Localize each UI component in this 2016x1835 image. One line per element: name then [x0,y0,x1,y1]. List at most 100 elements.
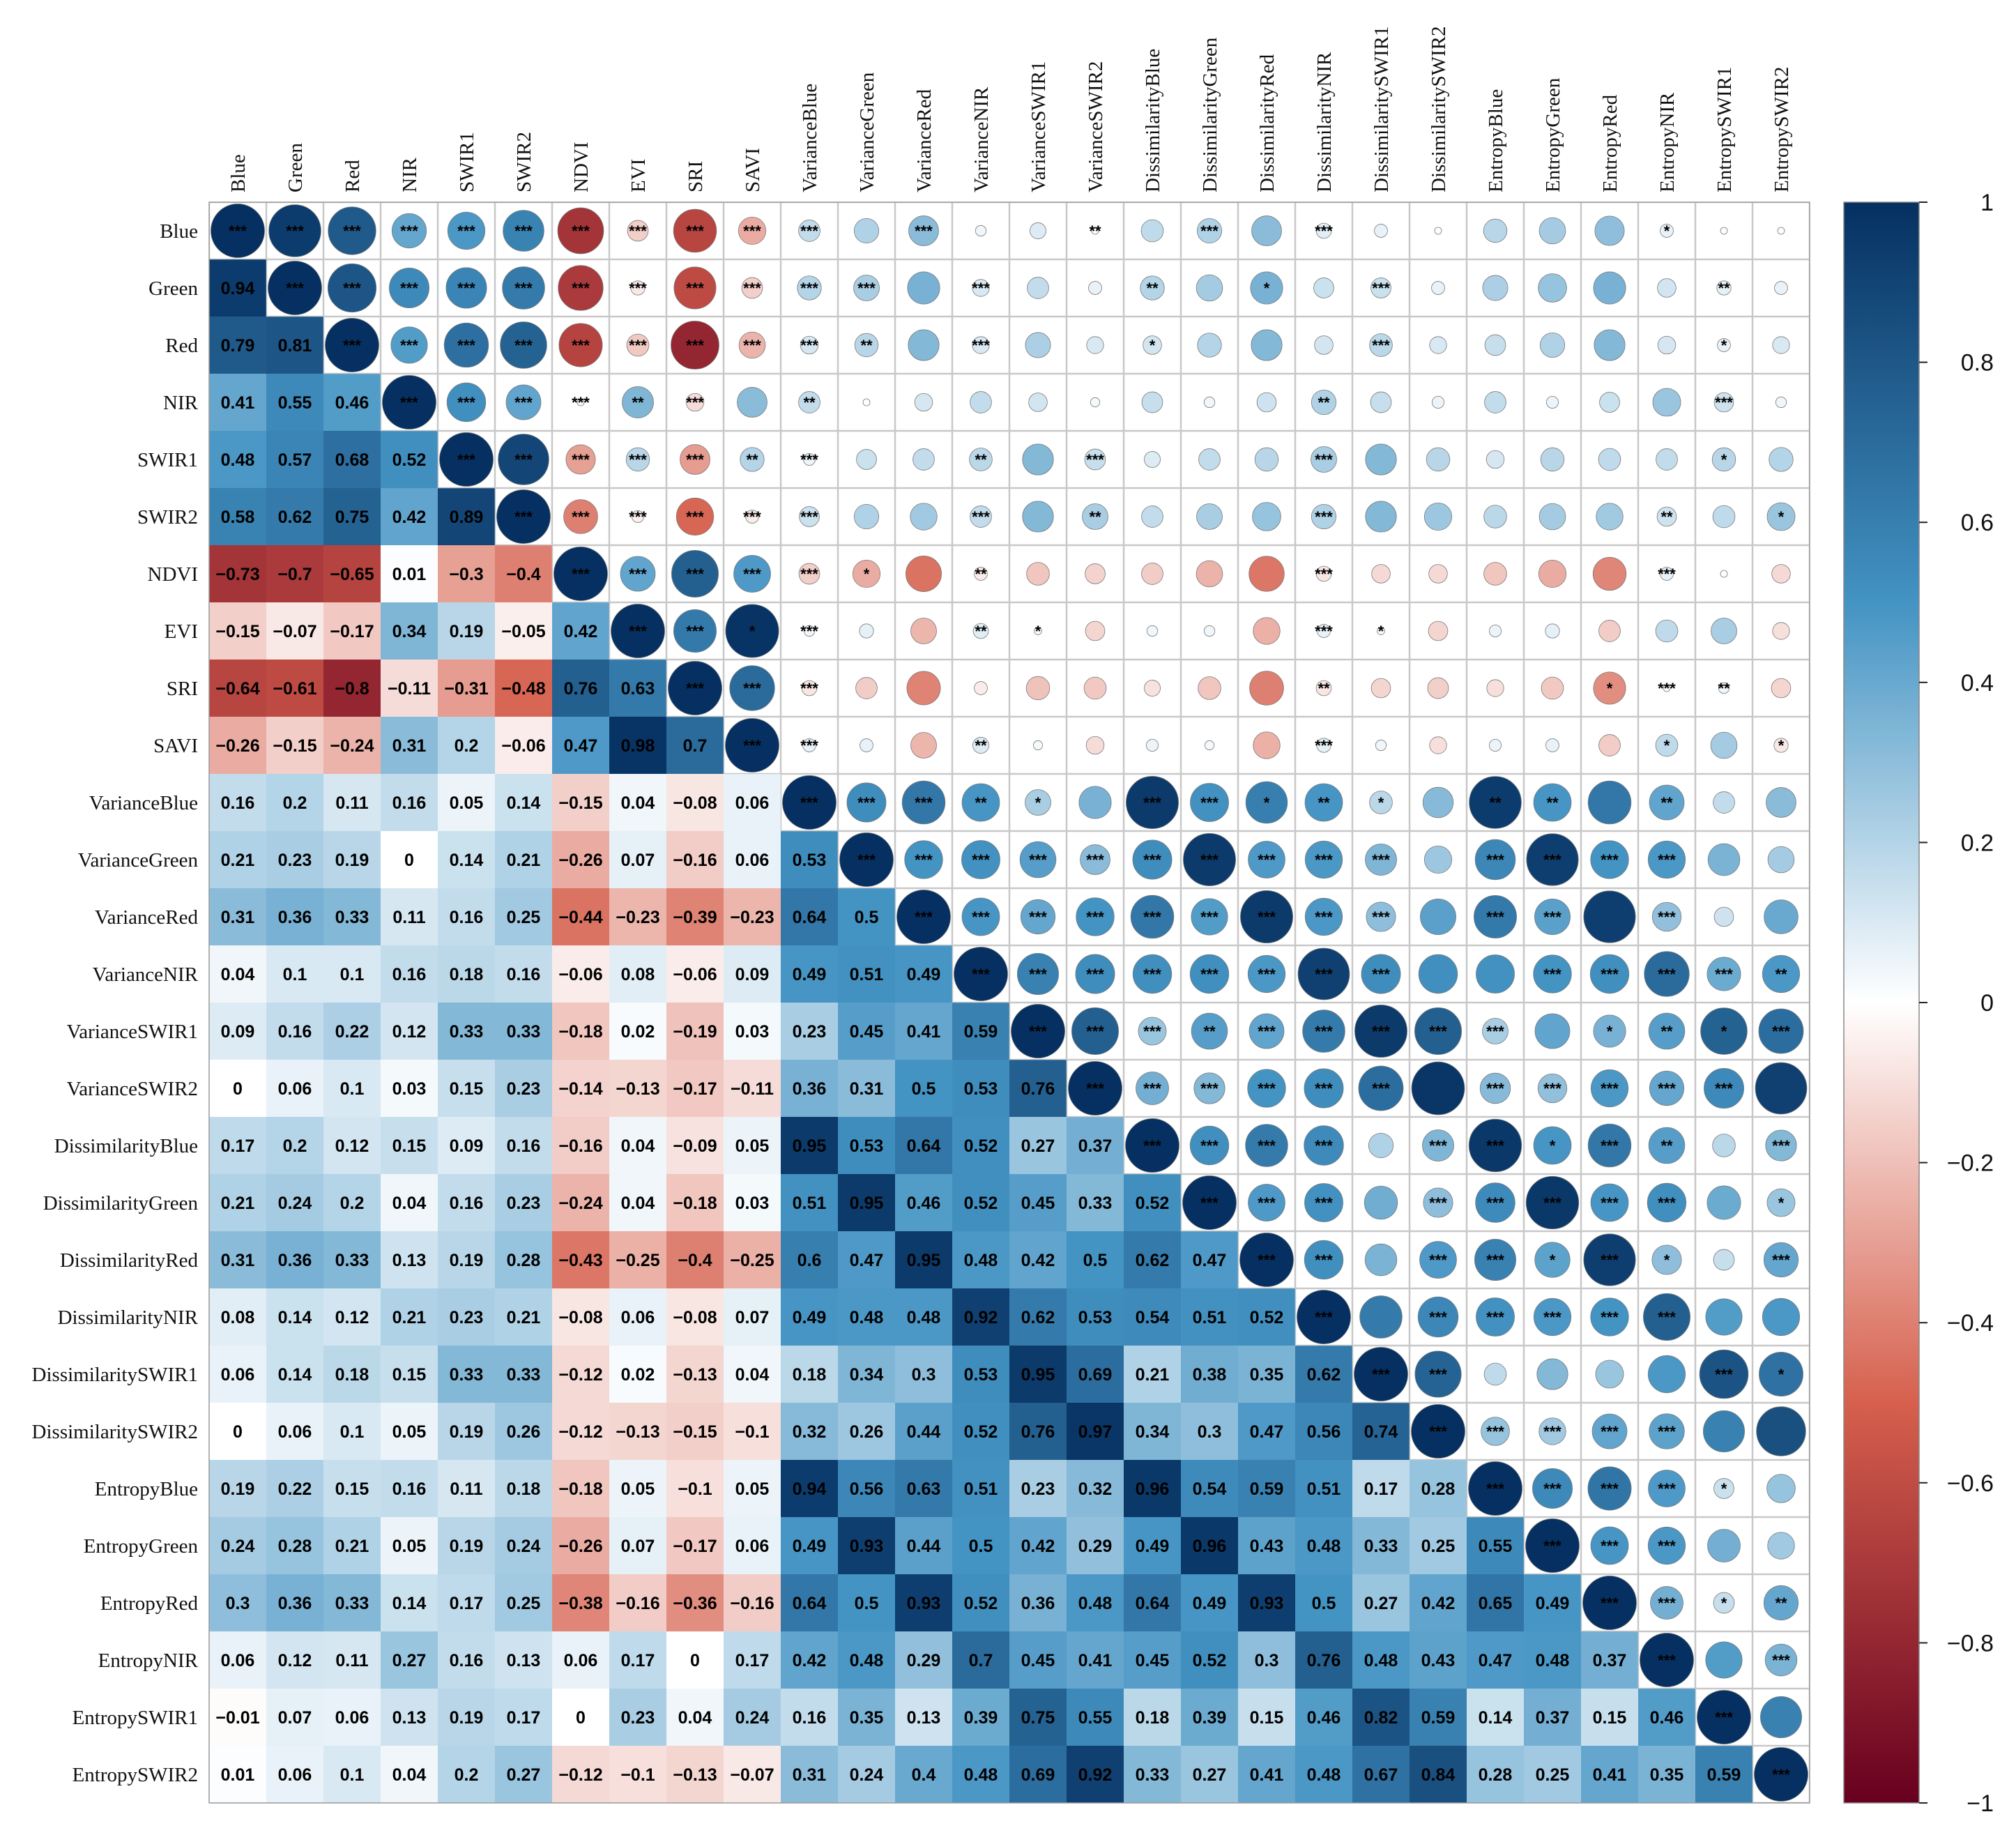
heatmap-cell [381,945,438,1003]
row-label: Green [148,277,198,300]
correlation-circle [1414,1007,1462,1055]
correlation-circle [1589,954,1630,994]
correlation-circle [1311,389,1337,416]
cell-value-label: 0.16 [450,908,484,927]
heatmap-cell [381,660,438,717]
correlation-circle [914,393,933,412]
heatmap-cell [438,1231,495,1288]
cell-value-label: −0.17 [673,1079,717,1099]
correlation-circle [1252,502,1281,531]
correlation-circle [1304,783,1343,822]
cell-value-label: 0.69 [1021,1765,1055,1785]
heatmap-cell [724,1288,781,1346]
correlation-circle [862,398,871,406]
correlation-circle [1657,278,1677,298]
correlation-circle [961,783,1000,822]
correlation-circle [1656,506,1677,527]
cell-value-label: 0.46 [1650,1708,1684,1728]
circle-cell-bg [1523,1345,1582,1403]
heatmap-cell [209,1288,266,1346]
row-label: VarianceGreen [78,849,199,871]
cell-value-label: 0.18 [450,965,484,984]
correlation-circle [1764,899,1799,934]
significance-stars: *** [1486,1137,1504,1155]
cell-value-label: 0.04 [621,793,655,813]
heatmap-cell [266,1689,323,1746]
heatmap-cell [209,1403,266,1460]
cell-value-label: 0.28 [1479,1765,1513,1785]
cell-value-label: 0.48 [850,1308,884,1327]
significance-stars: *** [1429,1309,1447,1326]
correlation-circle [896,890,951,944]
heatmap-cell [209,660,266,717]
correlation-circle [1481,1417,1510,1446]
correlation-circle [1304,840,1343,879]
correlation-circle [1712,1134,1736,1157]
cell-value-label: 0.33 [1136,1765,1170,1785]
correlation-circle [1086,336,1104,354]
heatmap-cell [781,1574,838,1631]
cell-value-label: −0.8 [335,679,369,699]
correlation-circle [382,375,436,429]
correlation-circle [1720,570,1728,578]
significance-stars: *** [1258,1023,1276,1040]
correlation-circle [912,448,935,471]
heatmap-cell [1352,1574,1410,1631]
significance-stars: *** [800,794,818,812]
significance-stars: *** [1715,394,1733,411]
heatmap-cell [209,717,266,774]
heatmap-cell [895,1288,952,1346]
correlation-circle [445,267,487,309]
heatmap-cell [1009,1060,1067,1117]
significance-stars: *** [1429,1137,1447,1155]
heatmap-cell [209,1003,266,1060]
correlation-circle [1138,1017,1167,1046]
correlation-circle [1125,1118,1179,1173]
heatmap-cell [266,488,323,545]
column-label: DissimilarityRed [1256,54,1278,192]
correlation-circle [1651,1244,1682,1275]
cell-value-label: −0.18 [558,1479,602,1499]
heatmap-cell [781,1174,838,1231]
significance-stars: *** [572,565,590,583]
row-label: DissimilarityNIR [58,1307,199,1329]
significance-stars: *** [629,280,647,297]
significance-stars: * [1721,1480,1727,1498]
significance-stars: *** [572,394,590,411]
cell-value-label: 0.49 [1536,1594,1570,1613]
heatmap-cell [1124,1746,1181,1803]
heatmap-cell [323,488,381,545]
row-label: DissimilaritySWIR2 [32,1421,198,1443]
cell-value-label: −0.13 [616,1079,659,1099]
column-label: EntropyRed [1599,94,1621,192]
significance-stars: *** [686,680,704,697]
cell-value-label: 0.21 [507,851,541,870]
cell-value-label: 0.49 [907,965,941,984]
cell-value-label: 0.2 [283,1136,307,1156]
correlation-circle [1655,619,1679,643]
heatmap-cell [1124,1631,1181,1689]
significance-stars: ** [1775,966,1787,983]
significance-stars: *** [1143,794,1161,812]
heatmap-cell [209,1460,266,1517]
column-label: DissimilarityBlue [1142,49,1164,192]
heatmap-cell [895,1003,952,1060]
circle-cell-bg [1352,430,1410,489]
heatmap-cell [609,1346,666,1403]
cell-value-label: 0.53 [964,1365,998,1385]
correlation-circle [1705,1641,1743,1679]
heatmap-cell [552,1403,609,1460]
cell-value-label: 0.64 [793,1594,827,1613]
cell-value-label: 0.53 [793,851,827,870]
heatmap-cell [323,1631,381,1689]
significance-stars: *** [400,280,418,297]
correlation-circle [1476,1297,1515,1337]
cell-value-label: 0.48 [1364,1651,1398,1670]
heatmap-cell [381,431,438,488]
row-label: EntropyGreen [84,1535,199,1558]
significance-stars: *** [972,966,990,983]
significance-stars: *** [1143,966,1161,983]
cell-value-label: 0.18 [1136,1708,1170,1728]
correlation-circle [1304,1240,1344,1280]
cell-value-label: 0.49 [1136,1537,1170,1556]
